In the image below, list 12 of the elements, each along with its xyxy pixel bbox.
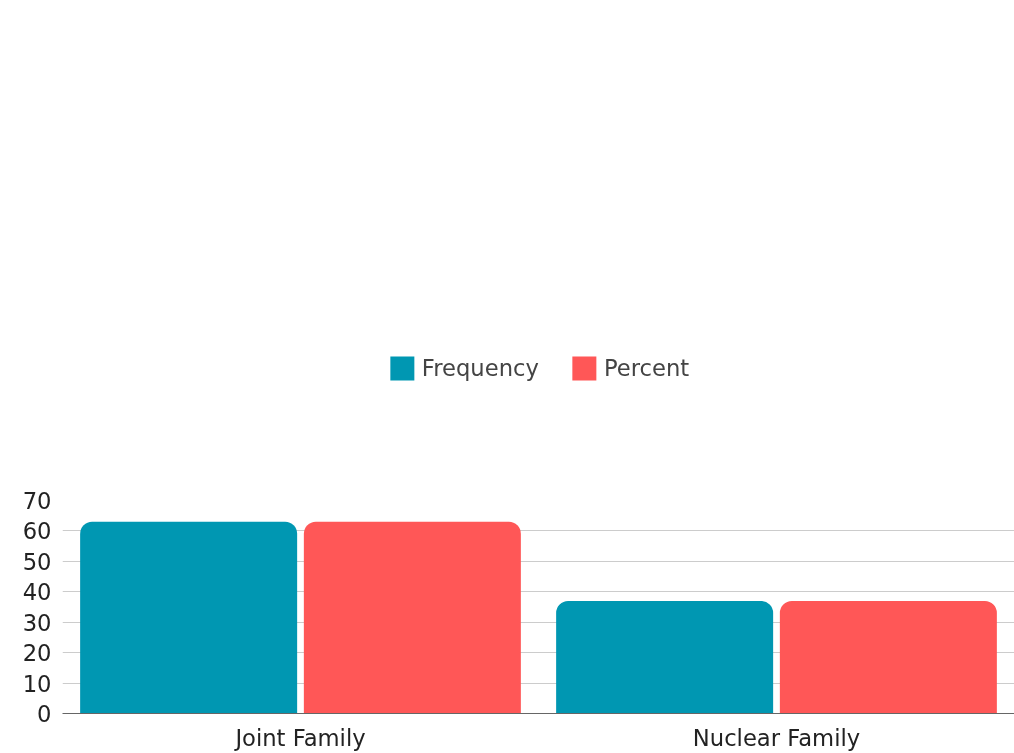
y-tick-label: 30 bbox=[22, 609, 52, 636]
y-tick-label: 70 bbox=[22, 488, 52, 514]
y-tick-label: 60 bbox=[22, 518, 52, 545]
y-tick-label: 40 bbox=[22, 579, 52, 606]
y-tick-label: 50 bbox=[22, 548, 52, 575]
x-tick-label: Joint Family bbox=[233, 724, 366, 751]
legend-label: Percent bbox=[603, 354, 690, 381]
y-tick-label: 10 bbox=[22, 670, 52, 697]
x-tick-label: Nuclear Family bbox=[692, 724, 861, 751]
y-tick-label: 0 bbox=[37, 701, 52, 727]
y-tick-label: 20 bbox=[22, 640, 52, 667]
legend-label: Frequency bbox=[421, 354, 539, 381]
